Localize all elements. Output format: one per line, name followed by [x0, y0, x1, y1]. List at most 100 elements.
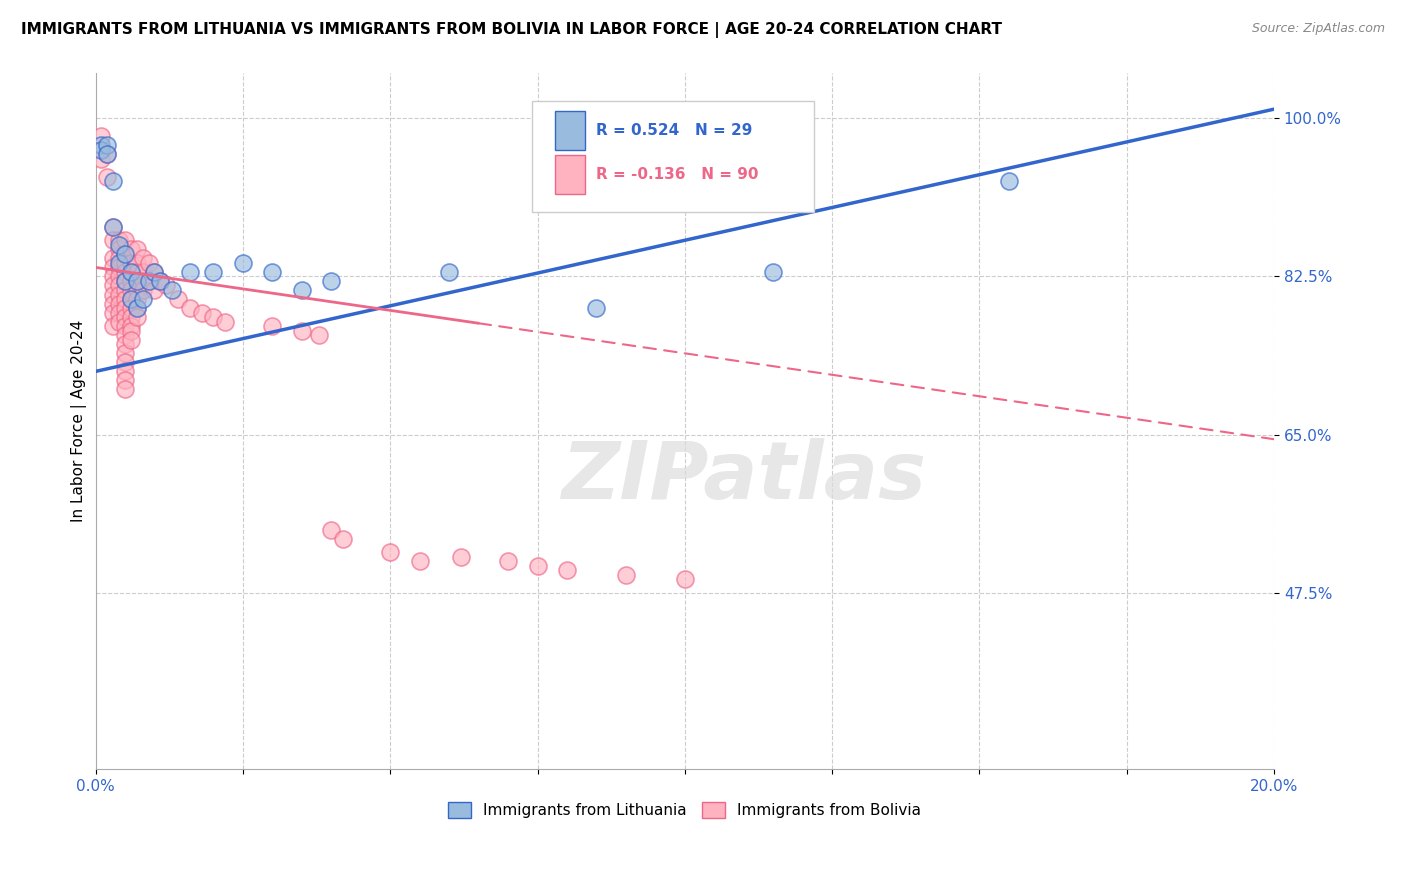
- Point: [143, 265, 166, 279]
- Point: [526, 558, 548, 573]
- Point: [120, 292, 142, 306]
- FancyBboxPatch shape: [531, 101, 814, 212]
- Point: [132, 252, 155, 266]
- Point: [125, 283, 148, 297]
- Point: [138, 274, 160, 288]
- Point: [143, 283, 166, 297]
- Point: [125, 310, 148, 325]
- Point: [96, 147, 118, 161]
- Point: [380, 545, 402, 559]
- Point: [103, 233, 125, 247]
- Point: [998, 174, 1021, 188]
- Text: R = 0.524   N = 29: R = 0.524 N = 29: [596, 123, 752, 138]
- Point: [120, 310, 142, 325]
- Point: [114, 256, 136, 270]
- Point: [120, 301, 142, 315]
- Point: [202, 265, 225, 279]
- Point: [90, 143, 112, 157]
- Text: R = -0.136   N = 90: R = -0.136 N = 90: [596, 167, 759, 182]
- Point: [120, 274, 142, 288]
- Point: [114, 247, 136, 261]
- Point: [108, 296, 131, 310]
- FancyBboxPatch shape: [555, 112, 585, 150]
- Point: [108, 243, 131, 257]
- Point: [108, 269, 131, 284]
- Point: [114, 346, 136, 360]
- Text: ZIPatlas: ZIPatlas: [561, 438, 927, 516]
- Point: [114, 292, 136, 306]
- Point: [90, 138, 112, 153]
- Point: [96, 147, 118, 161]
- Point: [108, 315, 131, 329]
- Point: [160, 283, 183, 297]
- Point: [90, 129, 112, 144]
- Point: [149, 274, 172, 288]
- Point: [114, 328, 136, 343]
- Point: [120, 319, 142, 334]
- Point: [108, 233, 131, 247]
- Point: [114, 337, 136, 351]
- Point: [437, 265, 460, 279]
- Point: [138, 256, 160, 270]
- Point: [120, 265, 142, 279]
- Point: [496, 554, 519, 568]
- Point: [762, 265, 785, 279]
- Point: [149, 274, 172, 288]
- Text: IMMIGRANTS FROM LITHUANIA VS IMMIGRANTS FROM BOLIVIA IN LABOR FORCE | AGE 20-24 : IMMIGRANTS FROM LITHUANIA VS IMMIGRANTS …: [21, 22, 1002, 38]
- Y-axis label: In Labor Force | Age 20-24: In Labor Force | Age 20-24: [72, 320, 87, 523]
- Point: [179, 265, 201, 279]
- Point: [103, 219, 125, 234]
- Point: [114, 283, 136, 297]
- Point: [555, 563, 578, 577]
- Point: [103, 296, 125, 310]
- Point: [103, 174, 125, 188]
- Point: [125, 292, 148, 306]
- Point: [125, 274, 148, 288]
- Point: [114, 355, 136, 369]
- Point: [232, 256, 254, 270]
- Point: [614, 567, 637, 582]
- Point: [167, 292, 190, 306]
- Point: [103, 319, 125, 334]
- Point: [321, 523, 343, 537]
- Point: [120, 333, 142, 347]
- Point: [120, 265, 142, 279]
- Point: [125, 265, 148, 279]
- Point: [125, 301, 148, 315]
- Point: [120, 324, 142, 338]
- Point: [108, 305, 131, 319]
- Point: [262, 265, 284, 279]
- Point: [120, 243, 142, 257]
- Point: [291, 283, 314, 297]
- Point: [108, 287, 131, 301]
- Point: [120, 283, 142, 297]
- Point: [90, 152, 112, 166]
- Point: [155, 278, 177, 293]
- Point: [108, 252, 131, 266]
- Point: [125, 243, 148, 257]
- Point: [332, 532, 354, 546]
- Point: [125, 301, 148, 315]
- Point: [190, 305, 212, 319]
- Point: [108, 278, 131, 293]
- Point: [132, 274, 155, 288]
- Point: [132, 265, 155, 279]
- Point: [114, 364, 136, 378]
- Point: [308, 328, 330, 343]
- Point: [291, 324, 314, 338]
- Point: [114, 310, 136, 325]
- Text: Source: ZipAtlas.com: Source: ZipAtlas.com: [1251, 22, 1385, 36]
- Point: [96, 169, 118, 184]
- Point: [125, 256, 148, 270]
- Point: [585, 301, 607, 315]
- Point: [138, 274, 160, 288]
- Point: [125, 274, 148, 288]
- Point: [114, 383, 136, 397]
- Point: [321, 274, 343, 288]
- Point: [96, 138, 118, 153]
- Point: [114, 274, 136, 288]
- Point: [114, 274, 136, 288]
- Point: [262, 319, 284, 334]
- Point: [103, 278, 125, 293]
- Legend: Immigrants from Lithuania, Immigrants from Bolivia: Immigrants from Lithuania, Immigrants fr…: [441, 797, 928, 824]
